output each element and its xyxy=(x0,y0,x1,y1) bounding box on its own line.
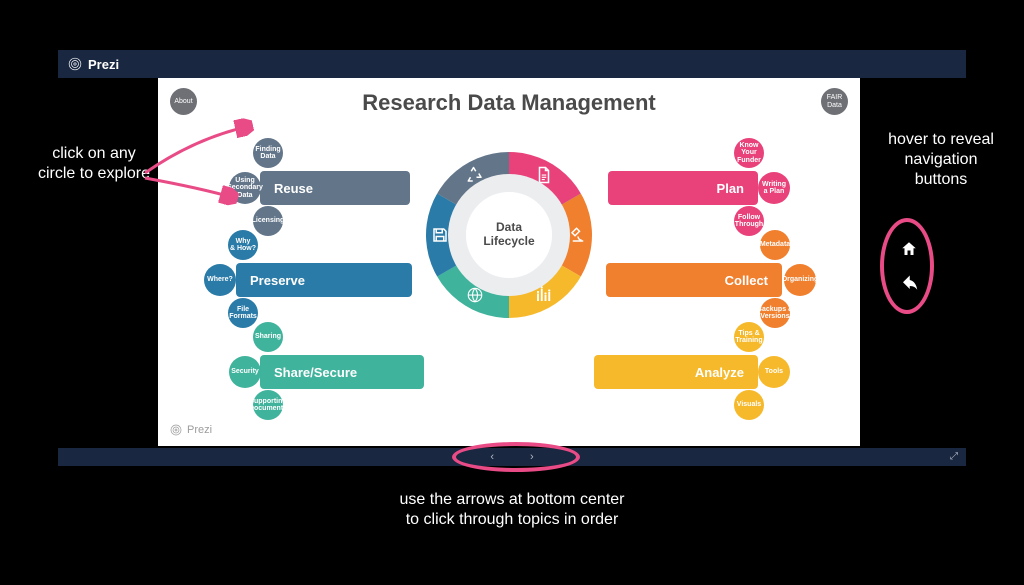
sub-share-0[interactable]: Sharing xyxy=(253,322,283,352)
recycle-icon xyxy=(464,164,486,186)
about-badge[interactable]: About xyxy=(170,88,197,115)
sub-plan-0[interactable]: Know Your Funder xyxy=(734,138,764,168)
annotation-arrow xyxy=(140,118,270,208)
ring-center[interactable]: Data Lifecycle xyxy=(466,192,552,278)
page-title: Research Data Management xyxy=(158,90,860,116)
sub-plan-1[interactable]: Writing a Plan xyxy=(758,172,790,204)
doc-icon xyxy=(533,164,555,186)
prezi-watermark-label: Prezi xyxy=(187,424,212,436)
fair-data-label: FAIR Data xyxy=(827,94,843,109)
prezi-logo: Prezi xyxy=(68,57,119,72)
prezi-brand-label: Prezi xyxy=(88,57,119,72)
sub-collect-2[interactable]: Backups & Versions xyxy=(760,298,790,328)
save-icon xyxy=(429,224,451,246)
sub-share-1[interactable]: Security xyxy=(229,356,261,388)
sub-preserve-0[interactable]: Why & How? xyxy=(228,230,258,260)
arm-reuse[interactable]: Reuse xyxy=(260,171,410,205)
prezi-logo-icon xyxy=(68,57,82,71)
back-icon[interactable] xyxy=(900,274,918,297)
prezi-logo-icon xyxy=(170,424,182,436)
arm-collect[interactable]: Collect xyxy=(606,263,782,297)
sub-preserve-1[interactable]: Where? xyxy=(204,264,236,296)
arm-preserve[interactable]: Preserve xyxy=(236,263,412,297)
chart-icon xyxy=(533,284,555,306)
sub-collect-0[interactable]: Metadata xyxy=(760,230,790,260)
microscope-icon xyxy=(567,224,589,246)
sub-plan-2[interactable]: Follow Through xyxy=(734,206,764,236)
annotation-right: hover to reveal navigation buttons xyxy=(872,130,1010,190)
fullscreen-button[interactable]: ⤢ xyxy=(950,451,958,462)
arm-share[interactable]: Share/Secure xyxy=(260,355,424,389)
sub-share-2[interactable]: Supporting Documents xyxy=(253,390,283,420)
annotation-ellipse-bottom xyxy=(452,442,580,472)
lifecycle-ring: Data Lifecycle xyxy=(426,152,592,318)
globe-icon xyxy=(464,284,486,306)
sub-analyze-1[interactable]: Tools xyxy=(758,356,790,388)
sub-reuse-2[interactable]: Licensing xyxy=(253,206,283,236)
annotation-ellipse-right xyxy=(880,218,934,314)
sub-analyze-2[interactable]: Visuals xyxy=(734,390,764,420)
arm-analyze[interactable]: Analyze xyxy=(594,355,758,389)
sub-analyze-0[interactable]: Tips & Training xyxy=(734,322,764,352)
sub-collect-1[interactable]: Organizing xyxy=(784,264,816,296)
prezi-topbar: Prezi xyxy=(58,50,966,78)
annotation-bottom: use the arrows at bottom center to click… xyxy=(0,490,1024,530)
prezi-watermark: Prezi xyxy=(170,424,212,436)
fair-data-badge[interactable]: FAIR Data xyxy=(821,88,848,115)
sub-preserve-2[interactable]: File Formats xyxy=(228,298,258,328)
arm-plan[interactable]: Plan xyxy=(608,171,758,205)
home-icon[interactable] xyxy=(900,240,918,263)
